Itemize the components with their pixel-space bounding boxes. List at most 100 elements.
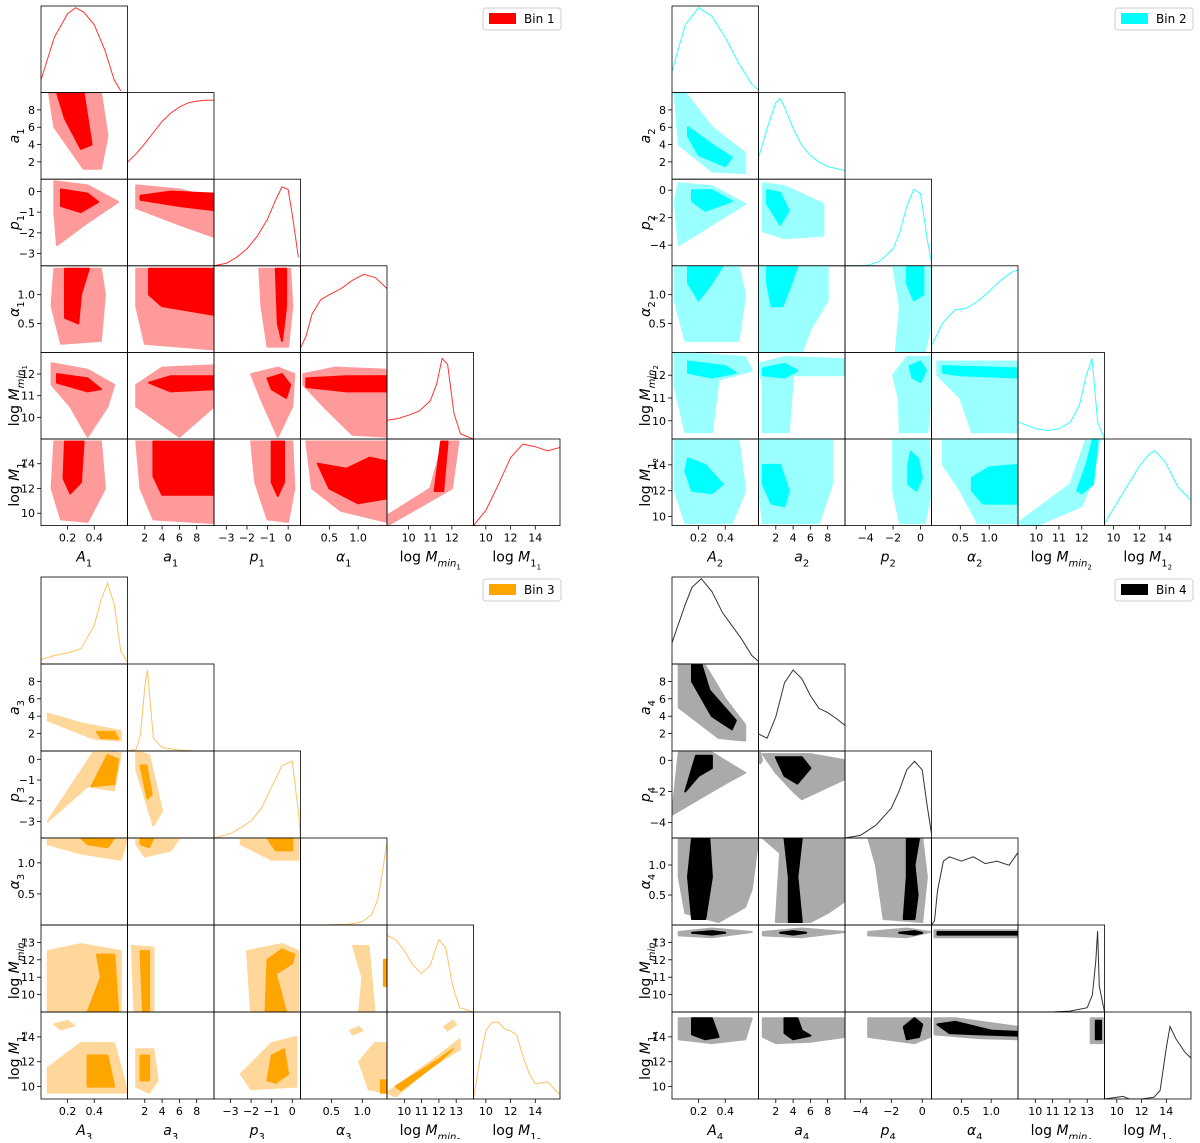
x-axis-label: log Mmin3	[400, 1123, 461, 1139]
marginal-line	[672, 7, 759, 91]
marginal-line	[127, 99, 214, 163]
x-tick-label: 12	[504, 532, 518, 545]
panel-r2-c1	[127, 750, 215, 839]
marginal-line	[300, 273, 387, 349]
panel-frame	[844, 924, 932, 1013]
panel-r3-c2	[844, 837, 932, 926]
contour-inner	[761, 463, 790, 508]
contour-outer	[672, 751, 747, 816]
panel-frame	[386, 351, 474, 440]
legend-swatch	[489, 13, 516, 24]
panel-r4-c4	[386, 351, 474, 440]
y-tick-label: −4	[650, 239, 666, 252]
x-tick-label: 11	[1046, 1105, 1060, 1118]
x-tick-label: 1.0	[349, 532, 367, 545]
panel-frame	[213, 178, 301, 267]
y-tick-label: 10	[21, 411, 35, 424]
y-axis-label: log M13	[7, 1031, 29, 1080]
panel-r5-c5: 10 12 14 log M13	[473, 1011, 561, 1143]
contour-inner	[691, 930, 727, 936]
contour-inner	[774, 756, 812, 785]
y-tick-label: −3	[19, 815, 35, 828]
panel-r4-c1	[127, 351, 215, 440]
x-tick-label: −1	[264, 1105, 280, 1118]
contour-inner	[691, 664, 737, 731]
x-tick-label: 4	[790, 532, 797, 545]
y-tick-label: 12	[21, 1056, 35, 1069]
x-axis-label: a2	[794, 550, 809, 570]
x-tick-label: 0.4	[716, 1105, 734, 1118]
panel-r3-c2	[213, 837, 301, 926]
contour-inner	[687, 360, 737, 379]
panel-r4-c2	[213, 351, 301, 440]
contour-inner	[139, 1054, 151, 1082]
contour-outer	[761, 838, 845, 923]
y-tick-label: −1	[19, 206, 35, 219]
y-tick-label: 6	[659, 693, 666, 706]
contour-inner	[139, 764, 153, 800]
y-tick-label: 12	[21, 954, 35, 967]
panel-r5-c3: 0.5 1.0 α2	[931, 438, 1019, 570]
legend-label: Bin 1	[524, 12, 555, 26]
panel-r1-c1	[758, 92, 846, 180]
contour-inner	[316, 456, 387, 505]
contour-outer	[673, 92, 747, 175]
legend-label: Bin 3	[524, 583, 555, 597]
x-tick-label: −2	[885, 532, 901, 545]
y-tick-label: 10	[21, 989, 35, 1002]
x-tick-label: 0.5	[952, 532, 970, 545]
x-axis-label: a3	[163, 1123, 178, 1139]
x-tick-label: 0	[289, 1105, 296, 1118]
legend-swatch	[489, 584, 516, 595]
y-tick-label: 0.5	[649, 318, 667, 331]
panel-r4-c1	[758, 351, 846, 440]
panel-frame	[473, 1011, 561, 1100]
y-axis-label: log M14	[638, 1031, 660, 1080]
x-tick-label: 13	[449, 1105, 463, 1118]
contour-inner	[687, 126, 733, 168]
y-tick-label: 11	[21, 390, 35, 403]
panel-r2-c2	[844, 750, 932, 839]
x-tick-label: 10	[479, 1105, 493, 1118]
panel-r0-c0	[671, 576, 759, 665]
x-tick-label: 12	[1135, 1105, 1149, 1118]
x-tick-label: −2	[239, 532, 255, 545]
contour-inner	[783, 1017, 812, 1041]
x-tick-label: 14	[1159, 1105, 1173, 1118]
contour-inner	[936, 931, 1018, 936]
y-tick-label: 10	[652, 989, 666, 1002]
y-tick-label: 10	[652, 1081, 666, 1094]
contour-inner	[783, 838, 803, 923]
panel-r0-c0	[40, 5, 128, 93]
x-tick-label: 11	[415, 1105, 429, 1118]
contour-outer	[867, 838, 928, 923]
x-tick-label: 6	[176, 1105, 183, 1118]
contour-inner	[60, 188, 100, 214]
contour-inner	[898, 930, 924, 936]
panel-r2-c0: −3 −2 −1 0 p3	[7, 750, 128, 839]
marginal-line	[1018, 930, 1105, 1012]
panel-r1-c1	[127, 92, 215, 180]
x-tick-label: 8	[193, 532, 200, 545]
x-tick-label: 10	[1107, 532, 1121, 545]
x-tick-label: 12	[1132, 532, 1146, 545]
panel-r2-c1	[758, 750, 846, 839]
x-axis-label: log M13	[492, 1123, 541, 1139]
y-tick-label: −4	[650, 816, 666, 829]
y-tick-label: 0.5	[649, 889, 667, 902]
y-tick-label: −2	[650, 212, 666, 225]
marginal-line	[214, 760, 301, 838]
x-tick-label: 0	[285, 532, 292, 545]
x-tick-label: 11	[423, 532, 437, 545]
y-tick-label: 6	[28, 121, 35, 134]
x-tick-label: 10	[402, 532, 416, 545]
legend: Bin 1	[482, 7, 562, 31]
panel-r1-c0: 2 4 6 8a4	[638, 663, 759, 752]
